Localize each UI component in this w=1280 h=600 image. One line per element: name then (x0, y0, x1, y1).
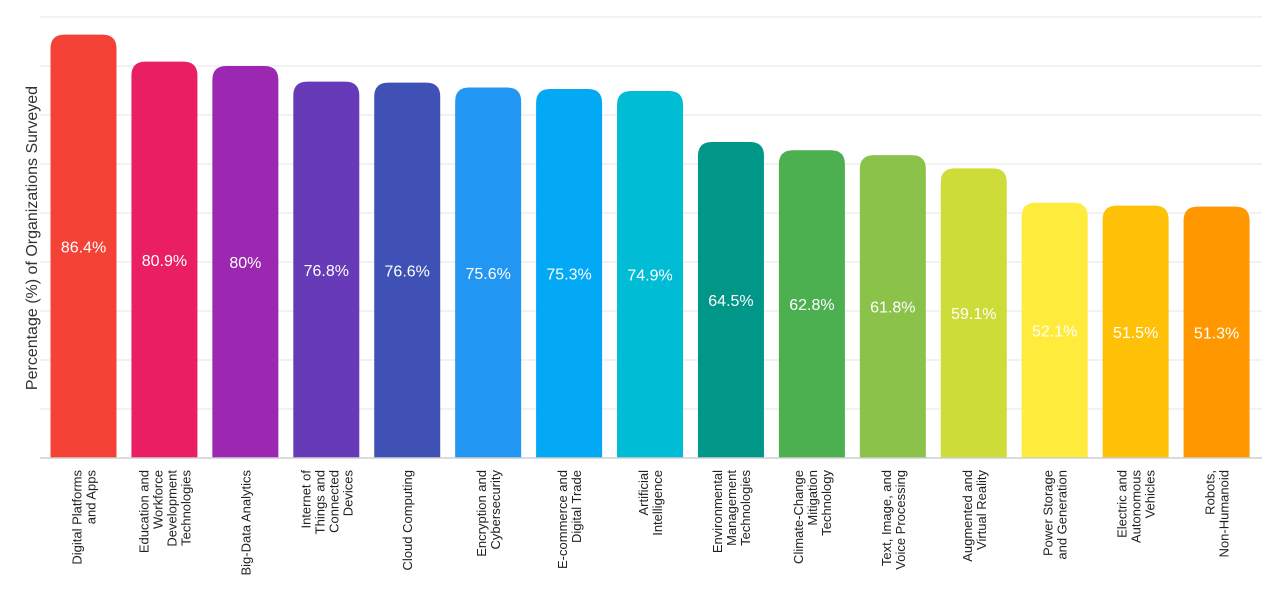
bar-value-label: 80.9% (142, 253, 187, 270)
bar-value-label: 62.8% (789, 297, 834, 314)
bar (778, 150, 845, 458)
x-tick-label: EnvironmentalManagementTechnologies (710, 470, 753, 554)
bar (50, 34, 117, 458)
bar (697, 141, 764, 458)
bar (940, 168, 1007, 458)
x-tick-label: Internet ofThings andConnectedDevices (298, 470, 355, 535)
x-tick-label: Cloud Computing (400, 470, 415, 570)
bar (1102, 205, 1169, 458)
bar-value-label: 52.1% (1032, 323, 1077, 340)
x-tick-label: Climate-ChangeMitigationTechnology (791, 470, 834, 564)
bar (374, 82, 441, 458)
x-tick-label: Power Storageand Generation (1041, 470, 1070, 560)
x-tick-labels: Digital Platformsand Apps Education andWo… (70, 470, 1232, 576)
bar-value-label: 74.9% (627, 267, 672, 284)
bar-value-labels: 86.4% 80.9% 80% 76.8% 76.6% 75.6% 75.3% 74.9% 64… (61, 239, 1239, 342)
bar (1021, 202, 1088, 458)
bar-value-label: 59.1% (951, 306, 996, 323)
bar-value-label: 64.5% (708, 293, 753, 310)
bar-value-label: 80% (229, 255, 261, 272)
x-tick-label: Robots,Non-Humanoid (1203, 470, 1232, 557)
bar (293, 81, 360, 459)
bar (455, 87, 522, 458)
bar-value-label: 76.8% (304, 263, 349, 280)
bar-value-label: 51.3% (1194, 325, 1239, 342)
x-tick-label: Augmented andVirtual Reality (960, 470, 989, 562)
x-tick-label: Education andWorkforceDevelopmentTechnol… (136, 470, 193, 554)
x-tick-label: E-commerce andDigital Trade (555, 470, 584, 569)
x-tick-label: Big-Data Analytics (238, 470, 253, 576)
bar-value-label: 51.5% (1113, 325, 1158, 342)
bars (50, 34, 1250, 459)
bar-value-label: 86.4% (61, 239, 106, 256)
x-tick-label: Text, Image, andVoice Processing (879, 470, 908, 570)
bar (1183, 206, 1250, 458)
bar (617, 90, 684, 459)
y-axis-label: Percentage (%) of Organizations Surveyed (24, 86, 41, 390)
bar-value-label: 76.6% (385, 263, 430, 280)
x-tick-label: Electric andAutonomousVehicles (1115, 470, 1158, 543)
bar (859, 155, 926, 458)
x-tick-label: Digital Platformsand Apps (70, 470, 99, 565)
bar-value-label: 75.6% (465, 266, 510, 283)
x-tick-label: ArtificialIntelligence (636, 470, 665, 536)
bar-value-label: 61.8% (870, 300, 915, 317)
bar (131, 61, 198, 459)
bar-value-label: 75.3% (546, 267, 591, 284)
x-tick-label: Encryption andCybersecurity (474, 470, 503, 557)
bar (536, 89, 603, 458)
bar (212, 66, 279, 458)
